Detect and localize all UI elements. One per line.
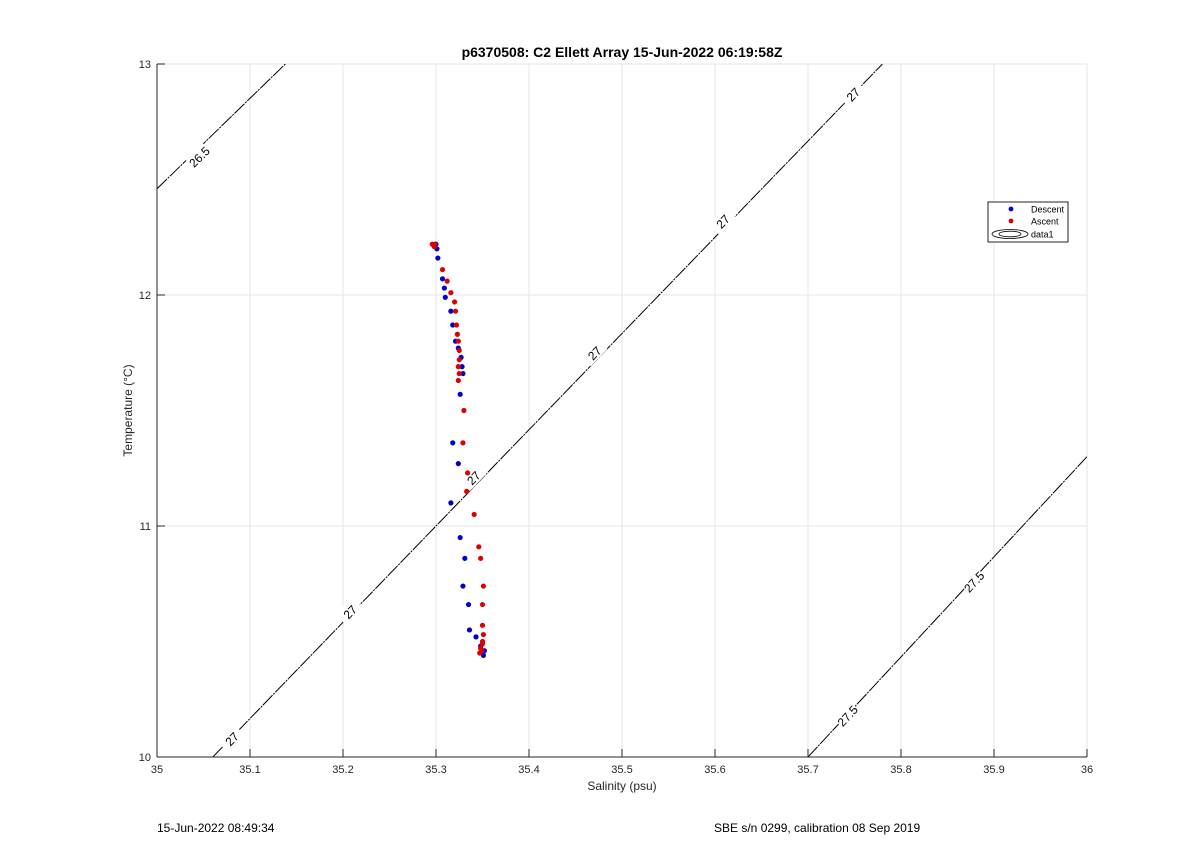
data-point: [476, 544, 482, 550]
data-point: [478, 555, 484, 561]
data-point: [452, 308, 459, 314]
x-tick-label: 35.6: [704, 764, 725, 776]
isopycnal-label-group: 27: [838, 79, 867, 108]
x-tick-label: 35.5: [611, 764, 632, 776]
x-tick-label: 35.1: [239, 764, 260, 776]
data-point: [456, 347, 462, 354]
data-point: [479, 622, 486, 628]
isopycnal-line: [807, 456, 1087, 757]
isopycnal-label-group: 27: [580, 338, 608, 367]
legend: Descent Ascent data1: [987, 201, 1069, 243]
data-point: [450, 322, 456, 328]
footer-calibration: SBE s/n 0299, calibration 08 Sep 2019: [714, 821, 921, 835]
legend-label: data1: [1031, 230, 1054, 240]
x-tick-label: 35: [151, 764, 163, 776]
data-point: [444, 278, 450, 284]
isopycnal-label-group: 27: [217, 724, 245, 753]
data-point: [479, 638, 486, 645]
data-point: [466, 627, 473, 633]
series-ascent: [429, 241, 487, 656]
x-tick-label: 35.4: [518, 764, 539, 776]
data-point: [465, 470, 471, 476]
data-point: [461, 407, 467, 414]
data-point: [455, 377, 461, 384]
isopycnal-label-group: 27: [335, 597, 363, 625]
data-point: [435, 255, 441, 261]
data-point: [480, 583, 487, 589]
y-axis-label: Temperature (°C): [121, 364, 135, 456]
y-tick-label: 11: [140, 521, 151, 533]
data-point: [456, 370, 462, 377]
data-point: [454, 331, 460, 337]
data-point: [452, 299, 458, 305]
data-point: [439, 266, 446, 273]
legend-marker: [1008, 218, 1014, 224]
isopycnal-label-bg: [335, 597, 363, 625]
data-point: [477, 650, 483, 656]
isopycnal-label-bg: [833, 701, 861, 729]
y-tick-label: 12: [139, 290, 151, 302]
isopycnal-line: [212, 64, 883, 757]
isopycnal-label-group: 27: [708, 206, 736, 235]
x-axis-label: Salinity (psu): [587, 779, 656, 793]
isopycnal-label-bg: [708, 206, 736, 235]
data-point: [448, 290, 454, 296]
y-tick-label: 10: [139, 752, 151, 764]
data-point: [479, 601, 486, 608]
data-point: [457, 534, 463, 541]
data-point: [459, 364, 465, 370]
data-point: [462, 555, 468, 561]
y-tick-label: 13: [139, 59, 151, 71]
data-point: [460, 370, 466, 377]
data-point: [464, 488, 470, 494]
isopycnal-label-bg: [580, 338, 608, 367]
data-point: [460, 583, 466, 589]
data-point: [457, 391, 463, 397]
data-point: [441, 285, 447, 291]
data-point: [432, 241, 438, 247]
data-point: [471, 511, 477, 518]
isopycnal-label-bg: [459, 463, 487, 491]
x-tick-label: 36: [1081, 764, 1093, 776]
data-point: [480, 631, 487, 638]
data-point: [442, 294, 448, 300]
data-point: [473, 634, 479, 640]
isopycnal-label-bg: [184, 142, 213, 170]
contour-icon: [991, 229, 1029, 239]
x-tick-label: 35.7: [797, 764, 818, 776]
data-point: [455, 364, 461, 370]
data-point: [455, 461, 461, 467]
chart-title: p6370508: C2 Ellett Array 15-Jun-2022 06…: [462, 44, 783, 60]
x-tick-label: 35.3: [425, 764, 446, 776]
contour-icon-inner: [998, 230, 1022, 238]
isopycnal-label-bg: [838, 79, 867, 108]
footer-timestamp: 15-Jun-2022 08:49:34: [157, 821, 275, 835]
data-point: [450, 440, 456, 446]
legend-marker: [1008, 206, 1014, 212]
data-point: [465, 601, 472, 608]
data-point: [456, 357, 462, 363]
data-point: [480, 652, 487, 658]
data-point: [460, 440, 466, 446]
x-tick-label: 35.9: [983, 764, 1004, 776]
legend-label: Descent: [1031, 205, 1065, 215]
x-tick-label: 35.8: [890, 764, 911, 776]
legend-label: Ascent: [1031, 217, 1059, 227]
data-point: [455, 338, 461, 344]
x-tick-label: 35.2: [332, 764, 353, 776]
data-point: [448, 308, 454, 314]
data-point: [439, 276, 446, 282]
data-point: [453, 322, 460, 328]
isopycnal-label-bg: [959, 567, 987, 595]
isopycnal-label-bg: [217, 724, 245, 753]
data-point: [448, 500, 454, 506]
isopycnal-line: [157, 64, 286, 190]
